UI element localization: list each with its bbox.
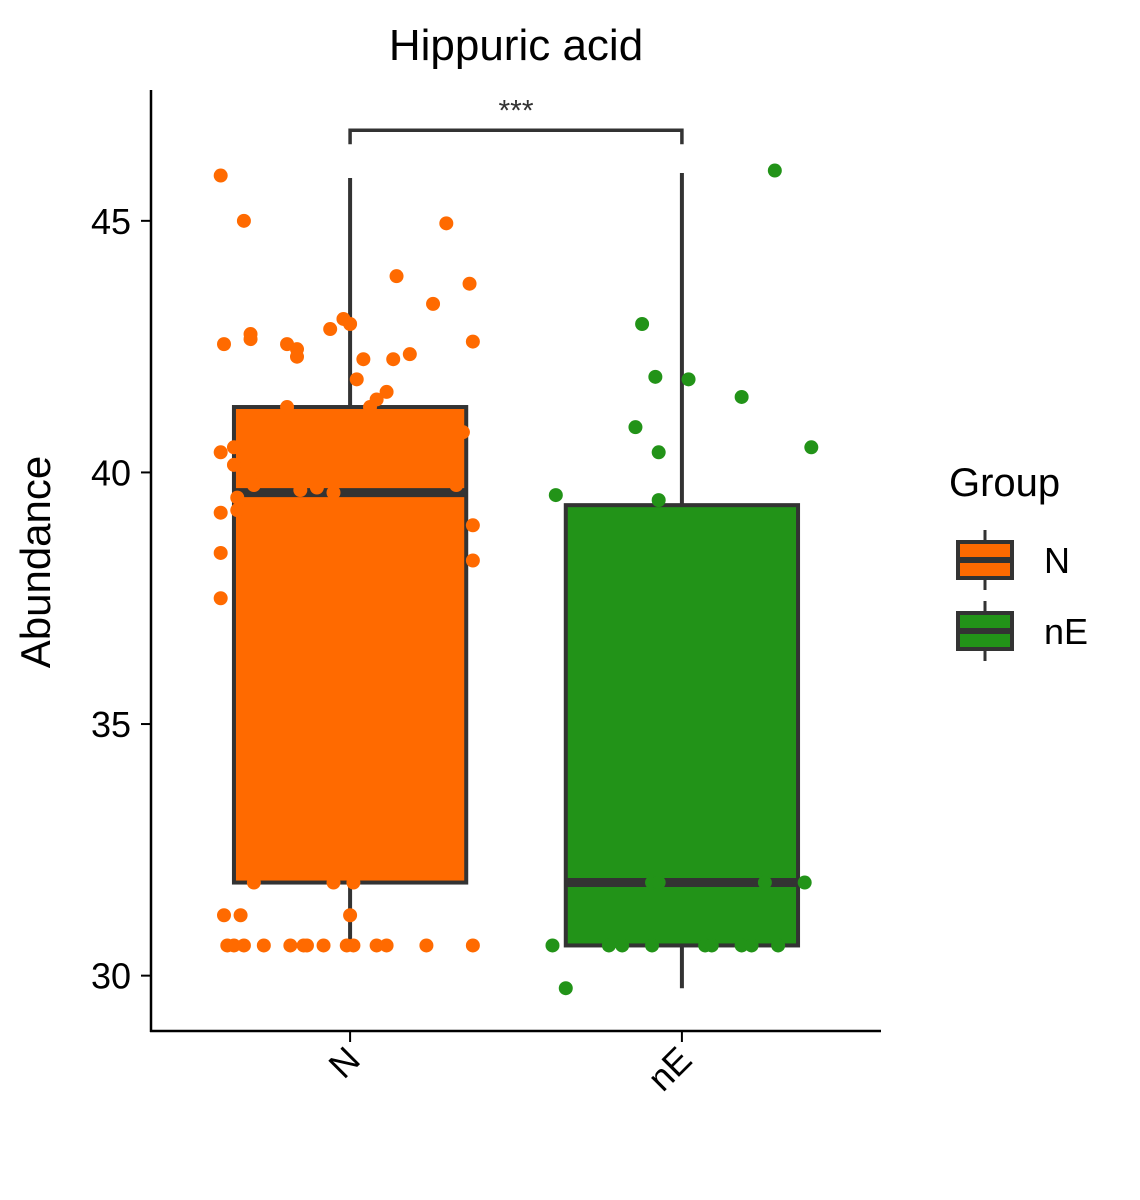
data-point-n xyxy=(346,938,361,953)
data-point-n xyxy=(226,457,241,472)
box-ne xyxy=(563,503,801,948)
data-point-n xyxy=(246,478,261,493)
data-point-n xyxy=(465,938,480,953)
chart-title: Hippuric acid xyxy=(389,21,643,70)
data-point-n xyxy=(226,440,241,455)
y-tick-label: 35 xyxy=(91,704,131,745)
data-point-n xyxy=(323,322,338,337)
data-point-n xyxy=(217,337,231,352)
data-point-n xyxy=(465,553,480,568)
x-tick-label: N xyxy=(320,1039,367,1086)
data-point-ne xyxy=(651,875,666,890)
data-point-n xyxy=(379,938,394,953)
y-axis-title: Abundance xyxy=(12,456,59,669)
data-point-ne xyxy=(704,938,719,953)
data-point-ne xyxy=(628,420,643,435)
data-point-ne xyxy=(601,938,616,953)
data-point-ne xyxy=(648,369,663,384)
y-tick-label: 40 xyxy=(91,452,131,493)
box-n xyxy=(231,405,469,885)
legend-title: Group xyxy=(949,461,1060,505)
data-point-n xyxy=(356,352,371,367)
data-point-n xyxy=(213,505,228,520)
data-point-ne xyxy=(797,875,812,890)
y-tick-label: 45 xyxy=(91,201,131,242)
data-point-n xyxy=(256,938,271,953)
data-point-n xyxy=(369,938,384,953)
data-point-ne xyxy=(651,445,666,460)
data-point-n xyxy=(309,480,324,495)
data-point-n xyxy=(230,490,245,505)
data-point-n xyxy=(299,938,314,953)
legend-label-ne: nE xyxy=(1044,611,1088,652)
data-point-n xyxy=(402,347,417,362)
data-point-n xyxy=(233,908,248,923)
data-point-ne xyxy=(635,316,650,331)
data-point-n xyxy=(326,485,341,500)
data-point-ne xyxy=(651,493,666,508)
data-point-n xyxy=(426,296,441,311)
data-point-n xyxy=(213,591,228,606)
x-tick-label: nE xyxy=(639,1039,699,1099)
data-point-ne xyxy=(548,488,563,503)
data-point-n xyxy=(346,875,361,890)
plot-area: *** xyxy=(213,94,819,996)
data-point-n xyxy=(290,349,304,364)
data-point-n xyxy=(236,213,251,228)
legend-items: NnE xyxy=(956,530,1088,661)
data-point-ne xyxy=(767,163,782,178)
data-point-n xyxy=(465,518,480,533)
data-point-n xyxy=(280,400,295,415)
data-point-ne xyxy=(744,938,759,953)
data-point-ne xyxy=(558,981,573,996)
y-tick-label: 30 xyxy=(91,956,131,997)
data-point-n xyxy=(213,168,228,183)
data-point-n xyxy=(343,908,358,923)
data-point-n xyxy=(462,276,477,291)
data-point-n xyxy=(213,445,228,460)
data-point-n xyxy=(293,483,308,498)
data-point-n xyxy=(316,938,331,953)
data-point-n xyxy=(419,938,434,953)
data-point-ne xyxy=(681,372,696,387)
significance-label: *** xyxy=(498,94,533,127)
data-point-n xyxy=(389,269,404,284)
data-point-n xyxy=(449,478,464,493)
data-point-n xyxy=(363,400,377,415)
data-point-ne xyxy=(804,440,819,455)
data-point-n xyxy=(217,908,231,923)
data-point-n xyxy=(465,334,480,349)
data-point-n xyxy=(379,384,394,399)
data-point-n xyxy=(246,875,261,890)
data-point-n xyxy=(283,938,298,953)
data-point-n xyxy=(230,503,245,518)
data-point-n xyxy=(326,875,341,890)
data-point-n xyxy=(243,332,258,347)
significance-bracket xyxy=(348,128,684,145)
legend-label-n: N xyxy=(1044,540,1070,581)
data-point-n xyxy=(439,216,454,231)
data-point-ne xyxy=(771,938,786,953)
data-point-ne xyxy=(645,938,660,953)
data-point-n xyxy=(213,545,228,560)
data-point-n xyxy=(343,316,358,331)
data-point-ne xyxy=(545,938,560,953)
legend: Group NnE xyxy=(949,461,1088,661)
data-point-n xyxy=(226,938,241,953)
data-point-ne xyxy=(734,938,749,953)
data-point-ne xyxy=(757,875,772,890)
data-point-ne xyxy=(615,938,630,953)
data-point-ne xyxy=(734,389,749,404)
data-point-n xyxy=(236,938,251,953)
data-point-n xyxy=(386,352,401,367)
data-point-n xyxy=(455,425,470,440)
data-point-n xyxy=(349,372,364,387)
